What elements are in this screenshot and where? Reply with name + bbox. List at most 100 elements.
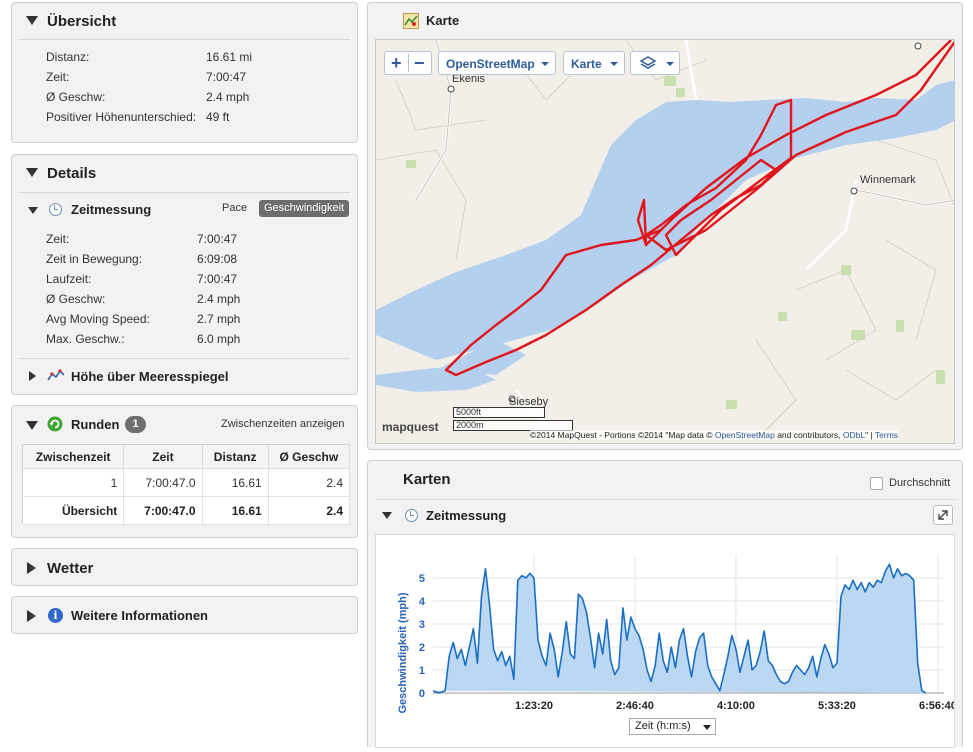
collapse-triangle-icon[interactable] bbox=[28, 207, 38, 214]
map-type-dropdown[interactable]: Karte bbox=[563, 51, 625, 75]
table-cell: 7:00:47.0 bbox=[123, 468, 203, 497]
attribution-text: " | bbox=[865, 430, 875, 440]
x-tick-label: 1:23:20 bbox=[515, 700, 553, 712]
details-label: Laufzeit: bbox=[46, 272, 92, 286]
show-splits-link[interactable]: Zwischenzeiten anzeigen bbox=[221, 418, 345, 430]
map-type-label: Karte bbox=[571, 57, 602, 71]
charts-title: Karten bbox=[403, 471, 451, 488]
expand-triangle-icon[interactable] bbox=[27, 610, 36, 622]
column-header[interactable]: Distanz bbox=[202, 444, 269, 469]
details-label: Zeit in Bewegung: bbox=[46, 252, 143, 266]
clock-icon bbox=[49, 203, 62, 216]
chart-container: 0 1 2 3 4 5 1:23:20 2:46:40 4:10:00 5:33:20 6:56:… bbox=[375, 534, 957, 748]
speed-line bbox=[432, 563, 927, 694]
layers-icon bbox=[640, 56, 656, 69]
table-cell: 7:00:47.0 bbox=[123, 496, 203, 525]
y-axis-label: Geschwindigkeit (mph) bbox=[397, 592, 409, 713]
y-axis: 0 1 2 3 4 5 bbox=[419, 573, 426, 700]
clock-icon bbox=[405, 509, 418, 522]
scale-bar-ft: 5000ft bbox=[453, 407, 545, 418]
overview-value: 16.61 mi bbox=[206, 50, 253, 64]
details-title: Details bbox=[47, 165, 97, 182]
x-tick-label: 4:10:00 bbox=[717, 700, 755, 712]
table-cell: 2.4 bbox=[268, 496, 351, 525]
details-label: Ø Geschw: bbox=[46, 292, 106, 306]
table-cell: 2.4 bbox=[268, 468, 351, 497]
expand-triangle-icon[interactable] bbox=[27, 562, 36, 574]
table-row[interactable]: 1 7:00:47.0 16.61 2.4 bbox=[22, 468, 351, 497]
zoom-out-button[interactable]: − bbox=[414, 53, 425, 73]
overview-value: 2.4 mph bbox=[206, 90, 250, 104]
expand-chart-button[interactable] bbox=[933, 505, 953, 525]
map-viewport[interactable]: Ekenis Winnemark Sieseby 5000ft 2000m ma… bbox=[375, 39, 955, 444]
details-label: Avg Moving Speed: bbox=[46, 312, 150, 326]
elevation-title[interactable]: Höhe über Meeresspiegel bbox=[71, 369, 229, 384]
map-title: Karte bbox=[426, 13, 460, 28]
place-label: Ekenis bbox=[452, 73, 486, 85]
column-header[interactable]: Zeit bbox=[123, 444, 203, 469]
chevron-down-icon bbox=[541, 62, 549, 66]
place-label: Winnemark bbox=[860, 174, 916, 186]
collapse-triangle-icon[interactable] bbox=[26, 16, 38, 25]
weather-panel[interactable]: Wetter bbox=[11, 548, 358, 586]
osm-link[interactable]: OpenStreetMap bbox=[714, 430, 775, 440]
table-cell: 16.61 bbox=[202, 468, 269, 497]
gps-track bbox=[444, 40, 954, 377]
overview-value: 7:00:47 bbox=[206, 70, 247, 84]
y-tick-label: 0 bbox=[419, 688, 425, 700]
divider bbox=[19, 192, 350, 193]
x-axis: 1:23:20 2:46:40 4:10:00 5:33:20 6:56:40 bbox=[515, 700, 957, 712]
divider bbox=[408, 54, 409, 72]
map-canvas bbox=[376, 40, 954, 442]
table-header-row: Zwischenzeit Zeit Distanz Ø Geschw bbox=[22, 444, 351, 469]
collapse-triangle-icon[interactable] bbox=[26, 168, 38, 177]
info-icon: i bbox=[48, 608, 63, 623]
column-header[interactable]: Zwischenzeit bbox=[22, 444, 125, 469]
laps-count-badge: 1 bbox=[125, 416, 146, 433]
laps-title: Runden bbox=[71, 417, 120, 432]
summary-row: Übersicht 7:00:47.0 16.61 2.4 bbox=[22, 496, 351, 525]
overview-value: 49 ft bbox=[206, 110, 230, 124]
terms-link[interactable]: Terms bbox=[874, 430, 899, 440]
mapquest-logo[interactable]: mapquest bbox=[382, 420, 439, 434]
overview-header[interactable]: Übersicht bbox=[12, 3, 357, 39]
charts-panel: Karten Durchschnitt Zeitmessung 0 1 2 3 4 5 1… bbox=[367, 460, 963, 748]
speed-chart[interactable]: 0 1 2 3 4 5 1:23:20 2:46:40 4:10:00 5:33:20 6:56:… bbox=[376, 535, 957, 747]
expand-triangle-icon[interactable] bbox=[29, 371, 36, 381]
water-body bbox=[376, 80, 954, 360]
divider bbox=[19, 358, 350, 359]
column-header[interactable]: Ø Geschw bbox=[268, 444, 351, 469]
details-label: Zeit: bbox=[46, 232, 70, 246]
zoom-in-button[interactable]: + bbox=[391, 53, 402, 73]
y-tick-label: 4 bbox=[419, 596, 426, 608]
scale-bar-m: 2000m bbox=[453, 420, 573, 431]
layers-button[interactable] bbox=[630, 51, 680, 75]
place-marker-icon bbox=[447, 85, 455, 93]
map-panel: Karte bbox=[367, 2, 963, 450]
details-value: 6:09:08 bbox=[197, 252, 238, 266]
odbl-link[interactable]: ODbL bbox=[842, 430, 866, 440]
x-axis-select[interactable]: Zeit (h:m:s) bbox=[629, 718, 716, 735]
details-value: 7:00:47 bbox=[197, 232, 238, 246]
average-checkbox[interactable] bbox=[870, 477, 883, 490]
water-channel bbox=[436, 340, 526, 375]
timing-chart-title: Zeitmessung bbox=[426, 508, 507, 523]
more-info-title[interactable]: Weitere Informationen bbox=[71, 608, 209, 623]
average-label[interactable]: Durchschnitt bbox=[889, 477, 951, 489]
weather-title[interactable]: Wetter bbox=[47, 560, 94, 577]
pace-toggle[interactable]: Pace bbox=[222, 202, 248, 214]
overview-label: Ø Geschw: bbox=[46, 90, 106, 104]
details-panel: Details Zeitmessung Pace Geschwindigkeit… bbox=[11, 154, 358, 395]
details-header[interactable]: Details bbox=[12, 155, 357, 191]
speed-toggle[interactable]: Geschwindigkeit bbox=[259, 200, 350, 217]
more-info-panel[interactable]: i Weitere Informationen bbox=[11, 596, 358, 634]
collapse-triangle-icon[interactable] bbox=[26, 421, 38, 430]
details-value: 2.7 mph bbox=[197, 312, 241, 326]
y-tick-label: 5 bbox=[419, 573, 425, 585]
layer-source-dropdown[interactable]: OpenStreetMap bbox=[438, 51, 556, 75]
overview-panel: Übersicht Distanz: 16.61 mi Zeit: 7:00:4… bbox=[11, 2, 358, 143]
refresh-icon bbox=[47, 416, 63, 432]
elevation-chart-icon bbox=[47, 369, 65, 381]
place-marker-icon bbox=[850, 187, 858, 195]
collapse-triangle-icon[interactable] bbox=[382, 512, 392, 519]
